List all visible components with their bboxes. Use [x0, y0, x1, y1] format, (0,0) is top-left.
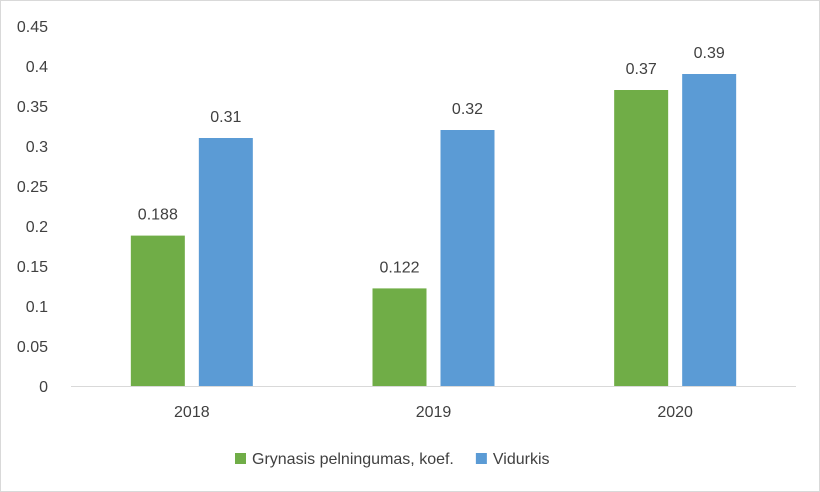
- data-label: 0.188: [138, 207, 178, 224]
- y-tick-label: 0.45: [17, 19, 48, 36]
- bar: [198, 138, 253, 386]
- data-label: 0.39: [694, 45, 725, 62]
- data-label: 0.37: [626, 61, 657, 78]
- data-label: 0.31: [210, 109, 241, 126]
- x-tick-label: 2018: [174, 404, 210, 421]
- bar: [614, 90, 669, 386]
- y-tick-label: 0.05: [17, 339, 48, 356]
- legend-swatch: [475, 453, 487, 464]
- y-tick-label: 0.2: [26, 219, 48, 236]
- bar: [682, 74, 737, 386]
- y-tick-label: 0.35: [17, 99, 48, 116]
- y-tick-label: 0.3: [26, 139, 48, 156]
- legend-label: Grynasis pelningumas, koef.: [252, 451, 454, 468]
- x-axis: 2018 2019 2020: [71, 386, 796, 421]
- y-tick-label: 0: [39, 379, 48, 396]
- bars: 0.188 0.122 0.37 0.31 0.32 0.39: [130, 45, 737, 386]
- x-tick-label: 2019: [416, 404, 452, 421]
- legend-swatch: [235, 453, 246, 464]
- y-tick-label: 0.15: [17, 259, 48, 276]
- y-axis: 0 0.05 0.1 0.15 0.2 0.25 0.3 0.35 0.4 0.45: [17, 19, 48, 396]
- y-tick-label: 0.1: [26, 299, 48, 316]
- data-label: 0.122: [379, 259, 419, 276]
- x-tick-label: 2020: [657, 404, 693, 421]
- legend: Grynasis pelningumas, koef. Vidurkis: [235, 451, 550, 468]
- bar: [440, 130, 495, 386]
- y-tick-label: 0.25: [17, 179, 48, 196]
- bar: [372, 288, 427, 386]
- bar: [130, 235, 185, 386]
- legend-label: Vidurkis: [493, 451, 550, 468]
- data-label: 0.32: [452, 101, 483, 118]
- y-tick-label: 0.4: [26, 59, 48, 76]
